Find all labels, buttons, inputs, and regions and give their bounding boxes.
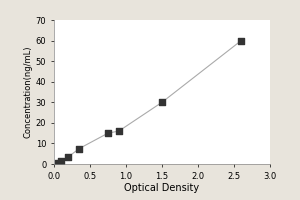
Point: [116, 129, 121, 133]
Y-axis label: Concentration(ng/mL): Concentration(ng/mL): [24, 46, 33, 138]
Point: [106, 132, 110, 135]
Point: [55, 161, 60, 165]
Point: [160, 101, 164, 104]
Point: [239, 39, 244, 42]
Point: [59, 159, 64, 163]
X-axis label: Optical Density: Optical Density: [124, 183, 200, 193]
Point: [66, 155, 71, 158]
Point: [77, 147, 82, 150]
